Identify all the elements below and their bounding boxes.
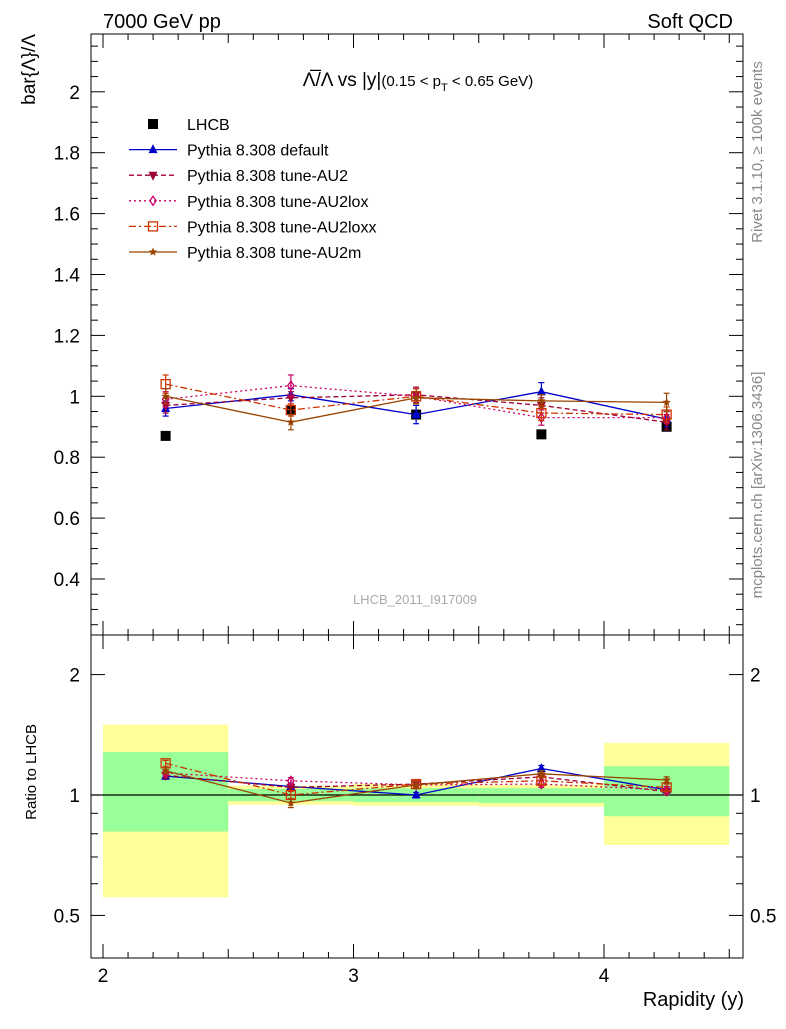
ratio-point [537, 769, 546, 778]
legend-marker [149, 195, 157, 207]
ratio-point [411, 780, 421, 789]
ratio-plot-frame [90, 634, 744, 959]
main-title-math: Λ̅/Λ vs |y| [303, 70, 382, 91]
main-title-range-end: < 0.65 GeV) [448, 73, 533, 90]
legend-entry-3: Pythia 8.308 tune-AU2lox [129, 194, 368, 211]
ratio-series-4 [161, 766, 671, 809]
ratio-y-tick-label-right: 1 [750, 786, 761, 807]
x-axis-label: Rapidity (y) [643, 989, 744, 1011]
x-tick-label: 4 [599, 966, 610, 987]
main-y-tick-label: 1.6 [54, 205, 80, 226]
ratio-point [537, 778, 546, 790]
main-point [536, 386, 546, 396]
legend-entry-0: LHCB [148, 117, 230, 134]
main-y-tick-label: 2 [69, 83, 80, 104]
ratio-point [286, 775, 295, 787]
ratio-point [411, 789, 421, 799]
legend-entry-2: Pythia 8.308 tune-AU2 [129, 168, 348, 185]
ratio-y-tick-label-right: 0.5 [750, 906, 776, 927]
header-left: 7000 GeV pp [103, 11, 221, 33]
main-y-tick-label: 1.4 [54, 266, 81, 287]
watermark: LHCB_2011_I917009 [353, 592, 477, 607]
main-point [662, 397, 671, 406]
ratio-point [161, 766, 170, 775]
ratio-y-tick-label-right: 2 [750, 666, 761, 687]
legend-marker [147, 221, 159, 232]
main-y-tick-label: 0.6 [54, 509, 80, 530]
legend-label: Pythia 8.308 tune-AU2m [187, 245, 361, 262]
main-y-tick-label: 1 [69, 387, 80, 408]
legend-marker [148, 247, 158, 256]
main-series-5 [161, 388, 671, 431]
ratio-y-tick-label: 2 [69, 666, 80, 687]
main-point [537, 411, 546, 424]
main-point [536, 407, 547, 419]
ratio-y-tick-label: 0.5 [54, 906, 80, 927]
main-y-tick-label: 0.8 [54, 448, 80, 469]
side-label-rivet: Rivet 3.1.10, ≥ 100k events [749, 61, 766, 243]
ratio-series-line [165, 762, 667, 796]
ratio-point [662, 784, 671, 796]
side-label-mcplots: mcplots.cern.ch [arXiv:1306.3436] [749, 372, 766, 599]
main-y-tick-label: 1.8 [54, 144, 80, 165]
legend-marker [148, 171, 158, 181]
main-point [286, 417, 296, 426]
ratio-point [286, 798, 296, 807]
main-title: Λ̅/Λ vs |y|(0.15 < pT < 0.65 GeV) [303, 70, 533, 94]
main-series-line [165, 383, 667, 416]
main-point [411, 409, 421, 419]
ratio-point [662, 775, 671, 784]
legend-marker [148, 144, 158, 154]
legend-label: Pythia 8.308 tune-AU2 [187, 168, 348, 185]
ratio-y-tick-label: 1 [69, 786, 80, 807]
legend-label: Pythia 8.308 default [187, 143, 329, 160]
main-title-range-sub: T [441, 82, 448, 94]
main-y-tick-label: 0.4 [54, 570, 81, 591]
main-point [411, 393, 421, 402]
header-right: Soft QCD [647, 11, 733, 33]
main-point [286, 380, 295, 392]
main-point [160, 430, 171, 441]
ratio-point [536, 762, 546, 772]
main-y-tick-label: 1.2 [54, 326, 80, 347]
legend-entry-5: Pythia 8.308 tune-AU2m [129, 245, 361, 262]
legend-marker [148, 119, 158, 129]
ratio-ylabel: Ratio to LHCB [23, 724, 40, 820]
ratio-point [286, 783, 296, 793]
legend-entry-1: Pythia 8.308 default [129, 143, 329, 160]
x-tick-label: 3 [348, 966, 359, 987]
legend-label: LHCB [187, 117, 230, 134]
x-tick-label: 2 [98, 966, 109, 987]
main-point [161, 391, 170, 400]
main-ylabel: bar{Λ}/Λ [19, 34, 40, 105]
legend-label: Pythia 8.308 tune-AU2lox [187, 194, 368, 211]
main-point [537, 396, 546, 405]
legend-entry-4: Pythia 8.308 tune-AU2loxx [129, 219, 376, 236]
legend-label: Pythia 8.308 tune-AU2loxx [187, 219, 376, 236]
main-point [536, 429, 547, 440]
main-title-range: (0.15 < p [381, 73, 441, 90]
